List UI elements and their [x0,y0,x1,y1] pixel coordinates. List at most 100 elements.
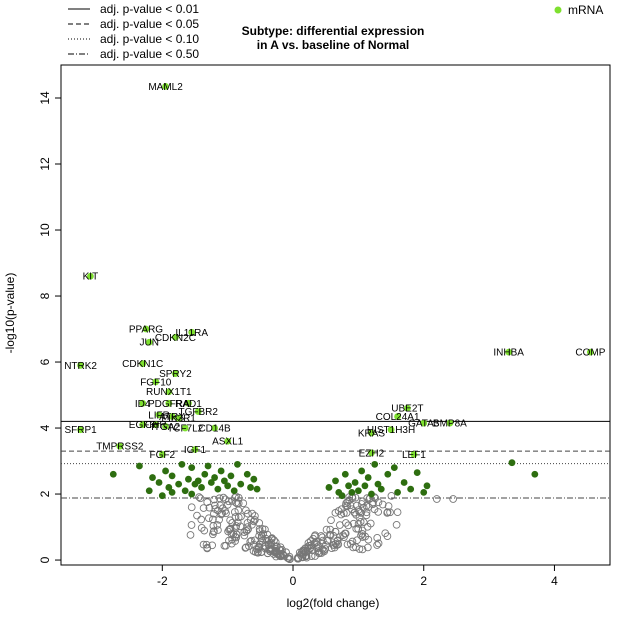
nonsig-point [386,508,394,517]
y-tick-label: 10 [38,223,52,237]
nonsig-point [305,541,313,550]
significant-point [188,490,196,498]
significant-point [374,480,382,488]
nonsig-point [449,495,457,503]
significant-point [188,464,196,472]
significant-point [394,488,401,496]
significant-point [211,474,218,481]
nonsig-point [220,541,229,550]
gene-point-lef1 [410,451,418,458]
significant-point [377,485,385,493]
gene-point-egfr [139,421,147,429]
y-tick-label: 4 [38,424,52,431]
gene-point-runx1t1 [165,388,173,396]
nonsig-point [239,499,248,508]
threshold-lines [61,420,610,499]
gene-point-tcf7l2 [181,424,189,432]
significant-point [185,475,192,483]
legend-text-005: adj. p-value < 0.05 [100,17,199,31]
series-legend: mRNA [554,3,603,17]
nonsig-point [251,516,259,524]
significant-point [175,480,183,488]
nonsig-point [353,536,361,545]
nonsig-point [271,538,280,547]
x-axis-title: log2(fold change) [287,596,380,610]
nonsig-point [326,525,335,534]
significant-point [181,487,189,495]
nonsig-point [233,518,242,527]
gene-label-pparg: PPARG [129,325,163,336]
gene-label-lef1: LEF1 [402,450,426,461]
gene-label-ezh2: EZH2 [359,448,385,459]
gene-label-il11ra: IL11RA [175,328,208,339]
nonsig-point [214,506,222,515]
y-axis-title: -log10(p-value) [3,273,17,354]
gene-label-ntrk2: NTRK2 [64,361,97,372]
nonsig-point [381,529,390,538]
nonsig-point [187,521,196,529]
nonsig-point [343,540,352,549]
nonsig-point [313,538,321,546]
legend-mrna-label: mRNA [568,3,603,17]
nonsig-point [321,541,330,549]
nonsig-point [393,508,402,517]
nonsig-point [226,525,234,534]
nonsig-point [186,531,195,539]
gene-label-rad1: RAD1 [175,399,202,410]
significant-point [207,479,215,486]
gene-point-maml2 [162,83,169,90]
significant-point [368,490,375,498]
nonsig-point [331,527,340,536]
x-tick-label: 4 [551,574,558,588]
significant-point [201,470,209,478]
labeled-gene-points [77,83,594,458]
nonsignificant-points [186,491,457,564]
nonsig-point [275,545,284,554]
nonsig-point [248,509,257,518]
nonsig-point [208,541,217,550]
nonsig-point [359,503,368,512]
nonsig-point [241,544,250,552]
significant-point [224,482,232,490]
legend-mrna-marker [554,6,562,14]
significant-point [423,482,431,490]
significant-point [354,487,362,495]
significant-point [407,485,415,493]
significant-point [243,470,251,478]
nonsig-point [355,508,364,516]
gene-point-inhba [505,348,513,356]
gene-point-ube2t [403,404,411,412]
y-tick-label: 0 [38,556,52,563]
nonsig-point [251,512,259,520]
significant-point [230,487,238,495]
nonsig-point [255,527,264,535]
significant-point [198,484,205,491]
significant-point [165,484,173,491]
gene-point-ntrk2 [77,361,85,369]
y-tick-label: 12 [38,157,52,171]
nonsig-point [205,503,214,512]
gene-label-fgf10: FGF10 [140,377,172,388]
significant-point [508,459,516,467]
nonsig-point [237,512,245,521]
chart-title-line2: in A vs. baseline of Normal [257,38,409,52]
nonsig-point [336,521,344,529]
gene-point-kras [368,429,375,437]
significant-point [351,479,359,486]
nonsig-point [243,519,252,527]
significant-point [237,480,245,488]
nonsig-point [226,524,235,533]
gene-point-lifr [155,411,163,419]
gene-point-tgfbr2 [194,408,202,415]
gene-point-igf1 [191,446,199,453]
nonsig-point [342,499,350,508]
nonsig-point [249,540,258,549]
nonsig-point [358,545,367,554]
nonsig-point [329,531,338,540]
nonsig-point [254,542,263,551]
nonsig-point [232,533,241,542]
gene-point-asxl1 [224,437,232,445]
gene-label-cdkn2c: CDKN2C [155,333,196,344]
nonsig-point [351,493,360,502]
significant-point [168,488,176,496]
